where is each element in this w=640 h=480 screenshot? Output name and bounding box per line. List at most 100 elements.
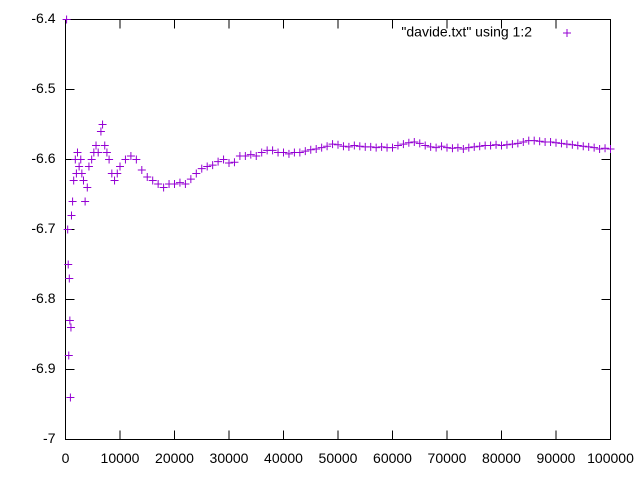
point — [154, 180, 163, 188]
point — [573, 141, 582, 150]
point — [366, 142, 375, 151]
point — [252, 152, 261, 160]
point — [453, 143, 462, 152]
point — [84, 162, 93, 171]
x-tick-label: 100000 — [587, 450, 634, 466]
legend-marker — [563, 29, 571, 37]
point — [121, 155, 130, 164]
point — [579, 142, 588, 151]
point — [62, 15, 71, 24]
point — [68, 197, 77, 206]
point — [404, 138, 413, 147]
point — [443, 143, 451, 152]
point — [66, 393, 75, 402]
point — [426, 142, 435, 151]
point — [126, 152, 135, 160]
point — [388, 143, 397, 152]
point — [148, 176, 157, 185]
point — [601, 144, 610, 153]
point — [606, 145, 615, 153]
point — [65, 316, 74, 325]
point — [192, 169, 201, 178]
point — [230, 158, 239, 167]
point — [328, 140, 337, 149]
x-tick-label: 40000 — [264, 450, 303, 466]
point — [102, 148, 111, 157]
point — [519, 138, 528, 146]
point — [175, 178, 184, 187]
point — [350, 141, 359, 150]
y-tick-label: -6.6 — [31, 150, 55, 166]
point — [268, 146, 277, 155]
point — [219, 155, 228, 164]
point — [595, 145, 604, 153]
y-tick-label: -6.5 — [31, 80, 55, 96]
point — [143, 173, 152, 181]
x-tick-label: 80000 — [482, 450, 521, 466]
point — [66, 323, 75, 332]
point — [355, 142, 364, 151]
point — [77, 169, 86, 178]
plot-border — [65, 19, 611, 440]
point — [377, 142, 386, 151]
point — [502, 140, 511, 149]
point — [312, 145, 321, 153]
point — [73, 148, 82, 157]
x-tick-label: 20000 — [155, 450, 194, 466]
point — [492, 140, 501, 149]
point — [137, 166, 146, 174]
point — [159, 183, 168, 192]
x-tick-label: 10000 — [101, 450, 140, 466]
point — [197, 164, 206, 173]
point — [98, 120, 107, 129]
point — [530, 136, 539, 145]
point — [317, 143, 326, 152]
y-tick-label: -6.4 — [31, 10, 55, 26]
point — [475, 142, 484, 151]
point — [246, 150, 255, 159]
point — [87, 155, 96, 164]
point — [415, 139, 424, 148]
point — [421, 141, 430, 150]
point — [497, 141, 506, 150]
point — [83, 183, 92, 192]
point — [513, 139, 522, 148]
y-tick-label: -6.8 — [31, 290, 55, 306]
legend-label: "davide.txt" using 1:2 — [401, 24, 532, 40]
x-tick-label: 60000 — [373, 450, 412, 466]
point — [225, 159, 233, 167]
point — [110, 176, 119, 185]
point — [92, 141, 101, 150]
point — [64, 351, 73, 360]
point — [96, 127, 105, 136]
point — [279, 148, 288, 157]
point — [100, 141, 109, 150]
point — [284, 149, 293, 158]
point — [241, 152, 250, 160]
point — [65, 274, 74, 283]
point — [459, 145, 468, 153]
x-tick-label: 30000 — [210, 450, 249, 466]
point — [557, 139, 566, 148]
point — [63, 225, 72, 234]
point — [448, 144, 457, 153]
point — [208, 161, 217, 170]
point — [470, 142, 479, 151]
y-tick-label: -6.7 — [31, 220, 55, 236]
point — [584, 142, 593, 151]
point — [76, 155, 85, 164]
point — [64, 260, 73, 269]
point — [67, 211, 76, 220]
point — [306, 145, 315, 154]
point — [94, 148, 103, 157]
point — [562, 140, 571, 149]
point — [181, 180, 190, 188]
point — [116, 162, 124, 171]
point — [508, 140, 517, 149]
point — [257, 148, 266, 157]
point — [410, 138, 419, 146]
point — [301, 147, 310, 156]
point — [393, 141, 402, 150]
point — [214, 157, 223, 166]
y-tick-label: -7 — [43, 430, 56, 446]
